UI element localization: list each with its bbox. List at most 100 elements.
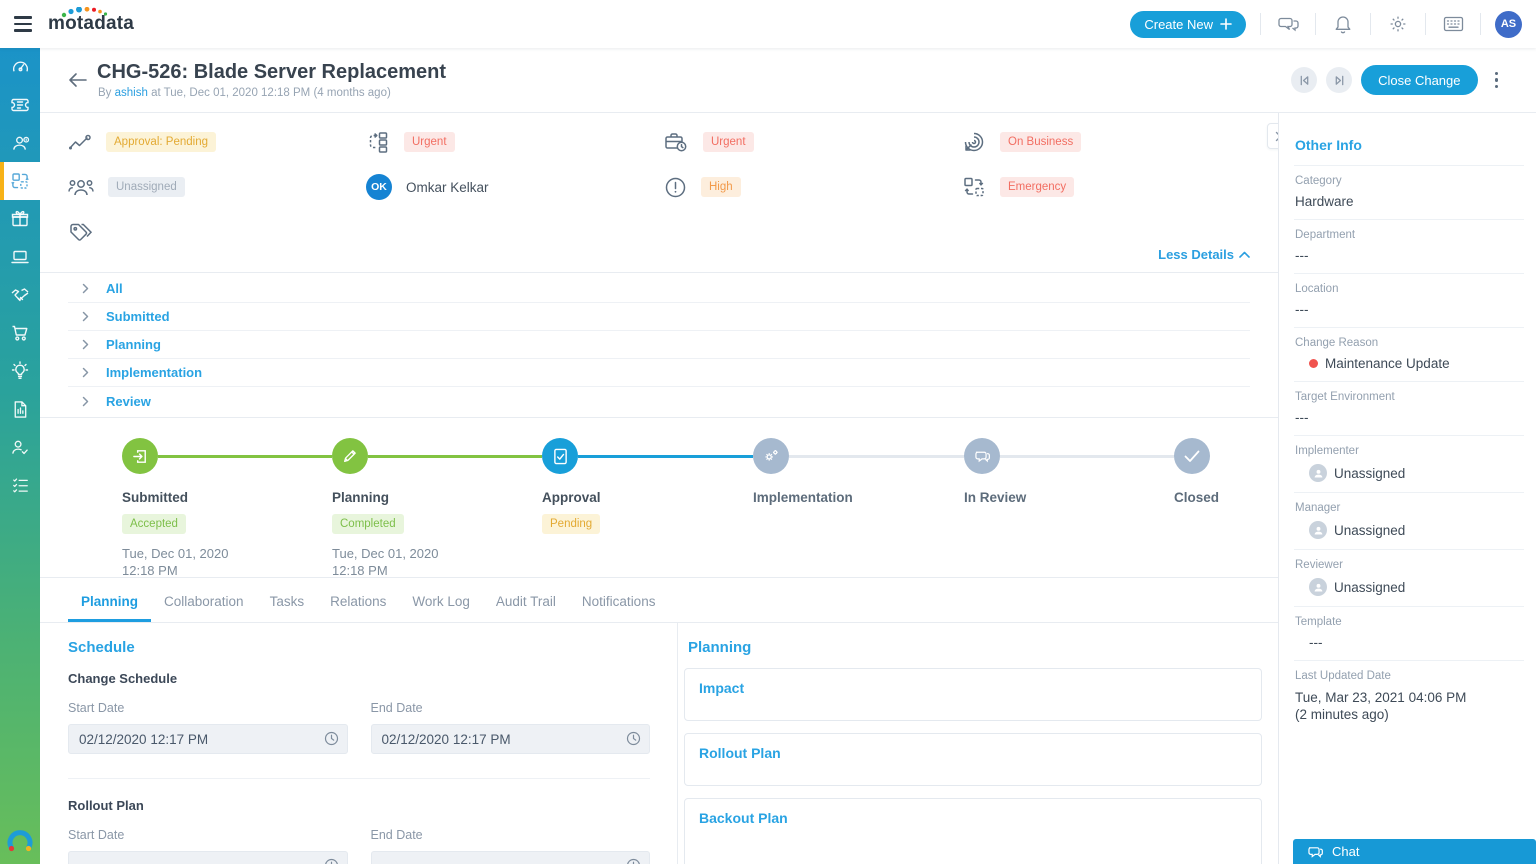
sidebar-item-releases[interactable] — [0, 200, 40, 238]
tab-collaboration[interactable]: Collaboration — [164, 594, 244, 609]
sidebar-item-purchase[interactable] — [0, 314, 40, 352]
planning-date: Tue, Dec 01, 2020 12:18 PM — [332, 546, 439, 578]
tab-notifications[interactable]: Notifications — [581, 594, 656, 609]
sidebar-item-dashboard[interactable] — [0, 48, 40, 86]
sidebar-item-approvals[interactable] — [0, 428, 40, 466]
tags-cell — [68, 219, 366, 245]
conversations-icon[interactable] — [1275, 11, 1301, 37]
implementer-field: Implementer Unassigned — [1294, 436, 1524, 493]
chat-launcher-button[interactable]: Chat — [1293, 839, 1536, 864]
chevron-right-icon — [82, 283, 89, 294]
impact-card-title: Impact — [699, 680, 745, 696]
stage-section-submitted[interactable]: Submitted — [68, 303, 1250, 331]
planning-step-icon — [332, 438, 368, 474]
approval-step-icon — [542, 438, 578, 474]
main-content: Approval: Pending Urgent Urgent On Busin… — [40, 113, 1278, 864]
close-change-button[interactable]: Close Change — [1361, 65, 1478, 95]
technician-badge: Unassigned — [108, 177, 185, 197]
stage-section-review[interactable]: Review — [68, 387, 1250, 415]
create-new-button[interactable]: Create New — [1130, 10, 1246, 38]
detail-tabs: Planning Collaboration Tasks Relations W… — [40, 578, 1278, 623]
stage-section-implementation[interactable]: Implementation — [68, 359, 1250, 387]
submitted-date: Tue, Dec 01, 2020 12:18 PM — [122, 546, 229, 578]
department-value: --- — [1295, 248, 1309, 263]
idea-bulb-icon — [11, 361, 29, 379]
rollout-plan-label: Rollout Plan — [68, 798, 144, 813]
step-implementation: Implementation — [753, 438, 853, 505]
department-field: Department --- — [1294, 220, 1524, 274]
requester-name: Omkar Kelkar — [406, 179, 489, 195]
chat-icon — [1308, 846, 1323, 858]
implementation-step-icon — [753, 438, 789, 474]
technician-cell: Unassigned — [68, 174, 366, 200]
workflow-urgency-badge: Urgent — [404, 132, 455, 152]
rollout-end-date-input[interactable] — [370, 851, 650, 864]
back-arrow-icon[interactable] — [68, 72, 88, 88]
manager-value: Unassigned — [1295, 521, 1524, 539]
unassigned-avatar-icon — [1309, 521, 1327, 539]
tab-planning[interactable]: Planning — [68, 590, 151, 622]
logo-dots-arc — [61, 7, 108, 18]
other-info-panel: Other Info Category Hardware Department … — [1278, 113, 1536, 864]
template-value: --- — [1309, 635, 1323, 650]
technician-group-icon — [68, 180, 94, 196]
last-updated-field: Last Updated Date Tue, Mar 23, 2021 04:0… — [1294, 661, 1524, 733]
tab-tasks[interactable]: Tasks — [269, 594, 305, 609]
gauge-icon — [12, 61, 28, 72]
tab-audit-trail[interactable]: Audit Trail — [495, 594, 556, 609]
sidebar-item-tasks[interactable] — [0, 466, 40, 504]
sidebar-item-requests[interactable] — [0, 86, 40, 124]
impact-card[interactable]: Impact — [684, 668, 1262, 721]
notifications-bell-icon[interactable] — [1330, 11, 1356, 37]
step-approval: Approval Pending — [542, 438, 601, 534]
less-details-link[interactable]: Less Details — [1158, 247, 1250, 262]
workflow-urgency-cell: Urgent — [366, 129, 664, 155]
next-record-button[interactable] — [1326, 67, 1353, 93]
user-avatar[interactable]: AS — [1495, 10, 1522, 38]
chevron-up-icon — [1239, 251, 1250, 258]
chevron-right-icon — [82, 339, 89, 350]
backout-plan-card[interactable]: Backout Plan — [684, 798, 1262, 864]
left-navigation-rail — [0, 48, 40, 864]
tab-work-log[interactable]: Work Log — [412, 594, 470, 609]
in-review-step-icon — [964, 438, 1000, 474]
sidebar-item-problems[interactable] — [0, 124, 40, 162]
sidebar-item-knowledge[interactable] — [0, 352, 40, 390]
release-gift-icon — [11, 210, 29, 227]
chevron-right-icon — [82, 396, 89, 407]
change-end-date-input[interactable] — [370, 724, 650, 754]
planning-status-badge: Completed — [332, 514, 404, 534]
hamburger-menu-icon[interactable] — [0, 16, 46, 32]
tab-relations[interactable]: Relations — [330, 594, 387, 609]
backout-plan-card-title: Backout Plan — [699, 810, 788, 826]
settings-gear-icon[interactable] — [1385, 11, 1411, 37]
rollout-plan-card[interactable]: Rollout Plan — [684, 733, 1262, 786]
byline: By ashish at Tue, Dec 01, 2020 12:18 PM … — [98, 87, 391, 99]
previous-record-button[interactable] — [1291, 67, 1318, 93]
author-link[interactable]: ashish — [114, 87, 148, 99]
stage-section-all[interactable]: All — [68, 275, 1250, 303]
stage-section-planning[interactable]: Planning — [68, 331, 1250, 359]
planning-column: Planning Impact Rollout Plan Backout Pla… — [678, 623, 1278, 864]
cart-icon — [12, 325, 28, 341]
keyboard-shortcuts-icon[interactable] — [1440, 11, 1466, 37]
category-value: Hardware — [1295, 194, 1354, 209]
rollout-start-date-input[interactable] — [68, 851, 348, 864]
submitted-step-icon — [122, 438, 158, 474]
sidebar-item-contracts[interactable] — [0, 276, 40, 314]
sidebar-item-assets[interactable] — [0, 238, 40, 276]
more-options-kebab-icon[interactable] — [1487, 68, 1507, 93]
ticket-icon — [11, 98, 29, 112]
sidebar-item-changes[interactable] — [0, 162, 40, 200]
location-field: Location --- — [1294, 274, 1524, 328]
change-type-badge: Emergency — [1000, 177, 1075, 197]
collapse-panel-chevron-button[interactable] — [1267, 123, 1278, 149]
requester-avatar: OK — [366, 174, 392, 200]
end-date-label: End Date — [370, 701, 423, 715]
manager-field: Manager Unassigned — [1294, 493, 1524, 550]
change-start-date-input[interactable] — [68, 724, 348, 754]
submitted-status-badge: Accepted — [122, 514, 186, 534]
handshake-icon — [11, 288, 29, 302]
sidebar-item-reports[interactable] — [0, 390, 40, 428]
